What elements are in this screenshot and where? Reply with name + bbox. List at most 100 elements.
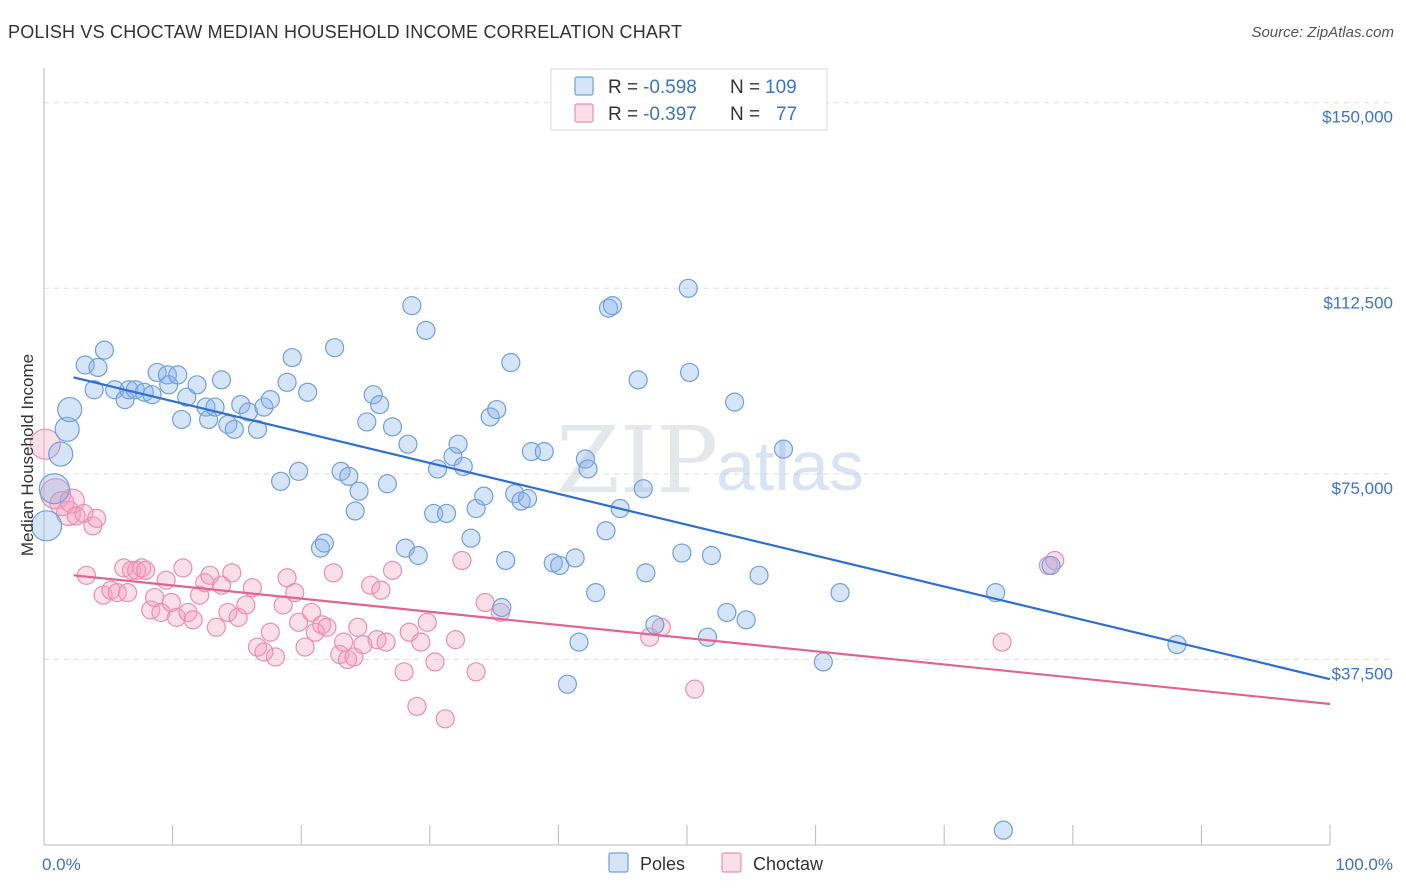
poles-point (569, 632, 589, 652)
choctaw-point (173, 558, 193, 578)
poles-point (224, 419, 244, 439)
poles-point (314, 533, 334, 553)
choctaw-point (323, 563, 343, 583)
choctaw-point (151, 602, 171, 623)
x-tick-label-min: 0.0% (42, 855, 81, 874)
choctaw-trend-line (73, 574, 1331, 706)
poles-points (30, 278, 1187, 840)
choctaw-point (236, 595, 256, 615)
poles-point (550, 555, 570, 576)
poles-point (736, 610, 756, 630)
poles-point (565, 548, 585, 568)
poles-point (298, 382, 318, 402)
bottom-legend-label-choctaw: Choctaw (753, 854, 824, 874)
legend-r-value-choctaw: -0.397 (643, 104, 697, 125)
legend-n-label-choctaw: N = (730, 104, 760, 125)
choctaw-point (407, 696, 427, 717)
poles-point (211, 370, 232, 390)
poles-point (282, 347, 302, 368)
legend-r-label-choctaw: R = (608, 104, 638, 125)
choctaw-point (107, 583, 127, 603)
y-axis-title: Median Household Income (18, 354, 37, 556)
poles-point (474, 486, 494, 506)
watermark: ZIP atlas (556, 407, 864, 514)
choctaw-point (87, 508, 107, 529)
poles-point (349, 481, 369, 501)
choctaw-point (222, 563, 242, 583)
choctaw-point (161, 592, 181, 613)
choctaw-point (66, 506, 86, 526)
choctaw-point (376, 632, 396, 652)
choctaw-point (301, 602, 322, 623)
correlation-legend: R = -0.598 N = 109 R = -0.397 N = 77 (550, 68, 828, 131)
legend-box (550, 68, 828, 131)
gridlines (44, 102, 1392, 660)
legend-n-label-poles: N = (730, 77, 760, 98)
poles-point (636, 563, 656, 583)
choctaw-point (247, 637, 268, 657)
poles-point (505, 484, 525, 504)
poles-point (628, 370, 648, 390)
poles-point (517, 489, 538, 509)
choctaw-point (190, 585, 210, 605)
poles-point (271, 471, 291, 491)
poles-point (633, 479, 653, 499)
y-tick-label: $150,000 (1322, 108, 1393, 127)
poles-point (697, 627, 718, 647)
choctaw-point (353, 634, 373, 655)
choctaw-points (29, 428, 1065, 729)
poles-point (717, 602, 737, 623)
choctaw-point (394, 662, 414, 682)
choctaw-point (166, 607, 187, 627)
poles-point (813, 652, 833, 672)
poles-point (398, 434, 418, 454)
poles-point (382, 417, 403, 437)
choctaw-point (992, 632, 1012, 652)
poles-point (773, 439, 794, 459)
choctaw-point (425, 652, 445, 672)
poles-point (377, 474, 397, 494)
choctaw-point (435, 709, 455, 729)
poles-point (993, 820, 1013, 840)
choctaw-point (265, 647, 286, 667)
legend-r-value-poles: -0.598 (643, 77, 697, 98)
watermark-zip: ZIP (556, 407, 718, 514)
choctaw-point (218, 602, 238, 623)
choctaw-point (29, 428, 61, 460)
poles-point (487, 399, 507, 420)
poles-point (94, 340, 115, 360)
poles-point (443, 446, 463, 467)
poles-point (830, 583, 850, 603)
poles-point (187, 375, 207, 395)
poles-point (416, 320, 436, 340)
poles-point (436, 503, 457, 524)
choctaw-point (260, 622, 280, 642)
poles-point (408, 545, 428, 566)
poles-point (492, 597, 512, 618)
y-tick-label: $112,500 (1323, 293, 1393, 312)
choctaw-point (206, 617, 226, 637)
poles-point (370, 394, 390, 415)
watermark-atlas: atlas (716, 427, 864, 505)
poles-point (461, 528, 481, 548)
choctaw-point (361, 575, 381, 595)
bottom-legend-swatch-choctaw (721, 852, 742, 873)
poles-point (480, 407, 500, 427)
y-tick-labels: $37,500 $75,000 $112,500 $150,000 (1322, 108, 1393, 684)
poles-point (357, 412, 377, 432)
choctaw-point (382, 560, 403, 580)
legend-n-value-poles: 109 (765, 77, 797, 98)
poles-point (325, 338, 345, 358)
poles-point (238, 402, 259, 422)
poles-point (277, 372, 297, 392)
poles-point (30, 510, 63, 542)
axes (43, 68, 1331, 846)
choctaw-point (305, 622, 325, 642)
choctaw-point (312, 615, 332, 635)
choctaw-point (371, 580, 391, 600)
source-label: Source: ZipAtlas.com (1251, 24, 1394, 41)
poles-point (672, 543, 692, 563)
poles-point (84, 380, 104, 400)
choctaw-point (475, 592, 495, 613)
